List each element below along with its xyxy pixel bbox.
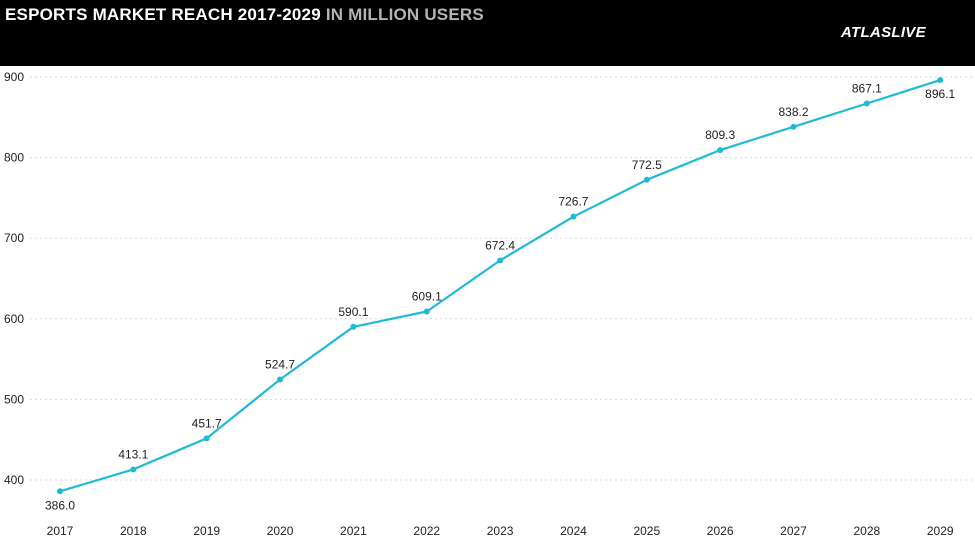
x-tick-label: 2017	[47, 524, 74, 538]
x-tick-label: 2029	[927, 524, 954, 538]
data-label: 590.1	[338, 305, 368, 319]
y-tick-label: 500	[4, 392, 24, 406]
y-tick-label: 600	[4, 312, 24, 326]
data-point	[570, 213, 577, 220]
y-tick-label: 700	[4, 231, 24, 245]
data-point	[790, 123, 797, 130]
x-tick-label: 2020	[267, 524, 294, 538]
data-label: 672.4	[485, 238, 515, 252]
data-label: 726.7	[558, 195, 588, 209]
data-point	[643, 176, 650, 183]
data-point	[937, 77, 944, 84]
atlaslive-logo: ATLASLIVE	[841, 24, 926, 41]
chart-title: ESPORTS MARKET REACH 2017-2029 IN MILLIO…	[5, 5, 484, 25]
x-tick-label: 2028	[853, 524, 880, 538]
data-point	[863, 100, 870, 107]
data-label: 413.1	[118, 447, 148, 461]
x-tick-label: 2019	[193, 524, 220, 538]
y-tick-label: 800	[4, 151, 24, 165]
data-label: 896.1	[925, 87, 955, 101]
x-tick-label: 2018	[120, 524, 147, 538]
x-tick-label: 2025	[633, 524, 660, 538]
data-point	[497, 257, 504, 264]
data-label: 809.3	[705, 128, 735, 142]
y-tick-label: 400	[4, 473, 24, 487]
x-tick-label: 2027	[780, 524, 807, 538]
data-label: 451.7	[192, 416, 222, 430]
data-point	[277, 376, 284, 383]
x-tick-label: 2022	[413, 524, 440, 538]
data-points	[57, 77, 944, 495]
x-tick-label: 2026	[707, 524, 734, 538]
data-label: 386.0	[45, 498, 75, 512]
data-point	[57, 488, 63, 495]
y-tick-label: 900	[4, 70, 24, 84]
data-point	[350, 323, 357, 330]
x-tick-label: 2023	[487, 524, 514, 538]
data-label: 772.5	[632, 158, 662, 172]
header-bar: ESPORTS MARKET REACH 2017-2029 IN MILLIO…	[0, 0, 975, 66]
data-label: 524.7	[265, 357, 295, 371]
chart-title-subtitle: IN MILLION USERS	[325, 5, 484, 24]
data-label: 867.1	[852, 82, 882, 96]
data-labels: 386.0 413.1 451.7 524.7 590.1 609.1 672.4 726.7…	[45, 82, 956, 513]
data-point	[203, 435, 210, 442]
x-tick-label: 2021	[340, 524, 367, 538]
data-point	[717, 147, 724, 154]
x-tick-label: 2024	[560, 524, 587, 538]
data-point	[423, 308, 430, 315]
data-label: 609.1	[412, 289, 442, 303]
x-axis-ticks: 2017 2018 2019 2020 2021 2022 2023 2024 2025 2026…	[47, 524, 954, 538]
gridlines	[30, 76, 972, 481]
chart-title-main: ESPORTS MARKET REACH 2017-2029	[5, 5, 321, 24]
data-point	[130, 466, 137, 473]
y-axis-ticks: 400 500 600 700 800 900	[4, 70, 24, 487]
data-label: 838.2	[778, 105, 808, 119]
